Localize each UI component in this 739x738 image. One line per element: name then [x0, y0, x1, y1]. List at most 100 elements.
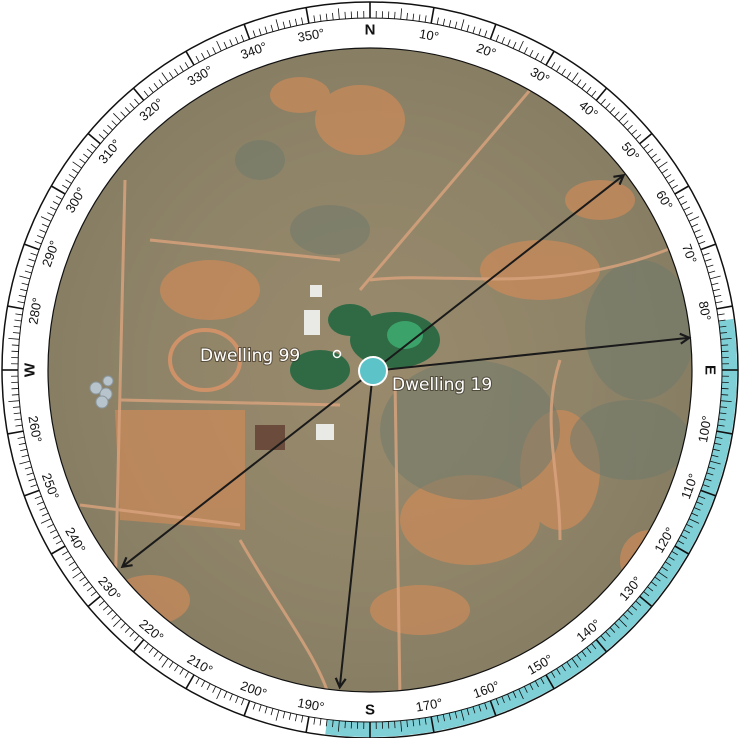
degree-tick	[698, 240, 706, 245]
degree-tick	[658, 571, 668, 579]
degree-tick	[501, 36, 505, 44]
degree-tick	[40, 216, 52, 222]
degree-tick	[561, 68, 566, 76]
degree-tick	[107, 124, 113, 131]
degree-tick	[148, 86, 154, 93]
degree-tick	[65, 179, 72, 184]
degree-tick	[8, 400, 20, 403]
degree-tick	[698, 495, 706, 500]
degree-tick	[24, 466, 32, 470]
degree-tick	[454, 711, 458, 719]
degree-tick	[605, 102, 611, 109]
water-tanks	[89, 375, 114, 409]
degree-tick	[693, 507, 701, 511]
degree-tick	[258, 704, 262, 712]
degree-tick	[545, 50, 555, 66]
degree-tick	[501, 696, 505, 704]
degree-tick	[83, 581, 90, 587]
degree-tick	[134, 635, 140, 642]
degree-tick	[174, 68, 179, 76]
degree-tick	[102, 605, 109, 611]
degree-tick	[153, 83, 159, 90]
degree-tick	[643, 143, 650, 149]
degree-tick	[120, 622, 126, 629]
degree-tick	[148, 647, 154, 654]
degree-tick	[631, 605, 638, 611]
degree-tick	[709, 460, 721, 465]
degree-tick	[86, 586, 93, 592]
degree-tick	[720, 337, 732, 340]
degree-tick	[270, 708, 274, 716]
degree-tick	[472, 706, 476, 714]
degree-tick	[550, 62, 556, 69]
degree-tick	[708, 466, 716, 470]
degree-tick	[556, 668, 561, 675]
degree-tick	[706, 472, 714, 476]
degree-tick	[448, 712, 452, 720]
degree-tick	[680, 201, 688, 206]
degree-tick	[436, 17, 439, 25]
degree-tick	[635, 134, 642, 140]
map-border	[47, 47, 693, 693]
dwelling-secondary-label: Dwelling 99	[200, 346, 300, 366]
degree-tick	[49, 529, 57, 534]
degree-tick	[28, 478, 36, 482]
degree-tick	[712, 448, 720, 452]
degree-tick	[168, 661, 174, 668]
degree-tick	[102, 129, 109, 135]
degree-tick	[24, 270, 32, 274]
degree-tick	[647, 148, 654, 154]
degree-tick	[529, 49, 534, 57]
degree-tick	[212, 47, 217, 54]
degree-tick	[512, 41, 517, 49]
degree-tick	[111, 614, 118, 620]
degree-tick	[576, 79, 582, 86]
shed-roof	[255, 425, 285, 450]
degree-tick	[424, 15, 427, 23]
degree-tick	[704, 258, 712, 262]
degree-tick	[454, 21, 458, 29]
degree-tick	[132, 639, 145, 653]
degree-tick	[158, 79, 164, 86]
degree-tick	[566, 661, 572, 668]
dwelling-secondary-marker[interactable]	[332, 349, 342, 359]
degree-tick	[17, 436, 25, 439]
degree-tick	[677, 540, 685, 545]
degree-tick	[40, 518, 52, 524]
degree-tick	[332, 12, 334, 20]
degree-tick	[702, 252, 710, 256]
degree-tick	[581, 650, 587, 657]
degree-tick	[235, 36, 239, 44]
degree-tick	[518, 40, 524, 52]
degree-tick	[460, 19, 465, 31]
degree-label: 350°	[296, 25, 325, 44]
degree-tick	[523, 47, 528, 54]
degree-tick	[700, 243, 717, 251]
cardinal-label-w: W	[22, 362, 39, 377]
degree-tick	[184, 62, 190, 69]
degree-tick	[132, 87, 145, 101]
degree-tick	[294, 714, 298, 722]
degree-tick	[716, 430, 733, 435]
degree-tick	[195, 55, 200, 63]
degree-tick	[8, 337, 20, 340]
degree-tick	[430, 716, 435, 733]
degree-tick	[442, 18, 446, 26]
degree-tick	[720, 406, 728, 408]
degree-tick	[229, 39, 233, 47]
degree-tick	[13, 412, 21, 415]
degree-tick	[179, 65, 184, 72]
degree-tick	[252, 702, 256, 710]
dwelling-primary-marker[interactable]	[358, 356, 388, 386]
degree-tick	[313, 717, 316, 725]
degree-tick	[484, 702, 488, 710]
degree-tick	[20, 448, 28, 452]
degree-tick	[15, 313, 23, 316]
degree-label: 10°	[418, 26, 440, 44]
degree-tick	[52, 201, 60, 206]
degree-tick	[571, 72, 579, 82]
degree-tick	[319, 718, 322, 726]
degree-tick	[275, 709, 280, 721]
degree-tick	[134, 98, 140, 105]
degree-tick	[319, 14, 322, 22]
